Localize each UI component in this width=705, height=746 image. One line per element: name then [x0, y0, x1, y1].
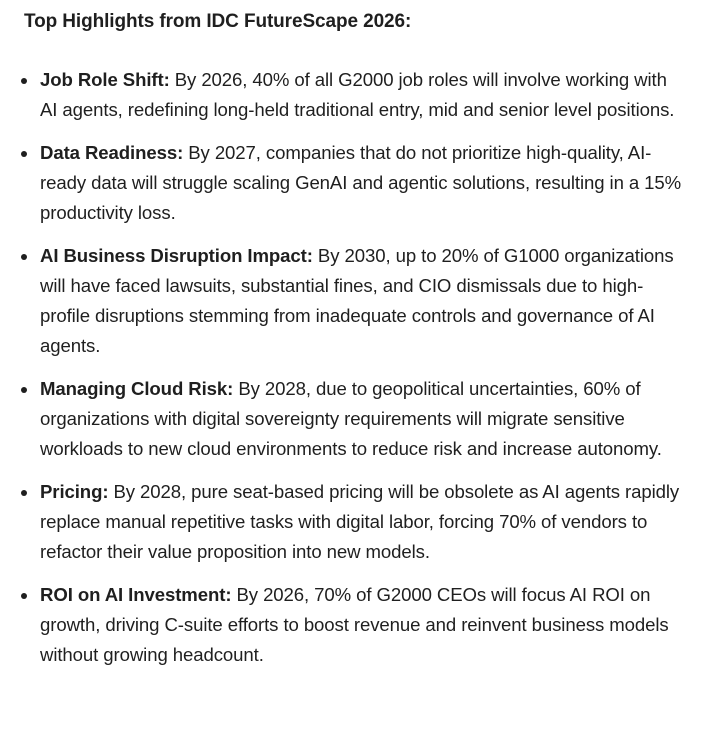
- highlight-label: ROI on AI Investment:: [40, 584, 232, 605]
- list-item-job-role-shift: Job Role Shift: By 2026, 40% of all G200…: [21, 65, 685, 125]
- bullet-icon: [21, 254, 27, 260]
- bullet-icon: [21, 387, 27, 393]
- bullet-icon: [21, 151, 27, 157]
- document: Top Highlights from IDC FutureScape 2026…: [21, 11, 685, 670]
- highlight-label: Pricing:: [40, 481, 109, 502]
- list-item-pricing: Pricing: By 2028, pure seat-based pricin…: [21, 477, 685, 567]
- list-item-managing-cloud-risk: Managing Cloud Risk: By 2028, due to geo…: [21, 374, 685, 464]
- highlight-text: By 2030, up to 20% of G1000 organization…: [40, 245, 674, 356]
- highlight-text: By 2028, due to geopolitical uncertainti…: [40, 378, 662, 459]
- bullet-icon: [21, 593, 27, 599]
- highlight-label: Job Role Shift:: [40, 69, 170, 90]
- page-title: Top Highlights from IDC FutureScape 2026…: [24, 11, 412, 32]
- highlight-text: By 2026, 40% of all G2000 job roles will…: [40, 69, 675, 120]
- highlight-text: By 2027, companies that do not prioritiz…: [40, 142, 682, 223]
- list-item-roi-on-ai-investment: ROI on AI Investment: By 2026, 70% of G2…: [21, 580, 685, 670]
- highlight-text: By 2028, pure seat-based pricing will be…: [40, 481, 680, 562]
- highlight-label: Data Readiness:: [40, 142, 184, 163]
- list-item-data-readiness: Data Readiness: By 2027, companies that …: [21, 138, 685, 228]
- bullet-icon: [21, 78, 27, 84]
- highlight-label: Managing Cloud Risk:: [40, 378, 234, 399]
- highlight-label: AI Business Disruption Impact:: [40, 245, 313, 266]
- highlight-text: By 2026, 70% of G2000 CEOs will focus AI…: [40, 584, 669, 665]
- list-item-ai-business-disruption: AI Business Disruption Impact: By 2030, …: [21, 241, 685, 361]
- bullet-icon: [21, 490, 27, 496]
- highlights-list: Job Role Shift: By 2026, 40% of all G200…: [21, 65, 685, 670]
